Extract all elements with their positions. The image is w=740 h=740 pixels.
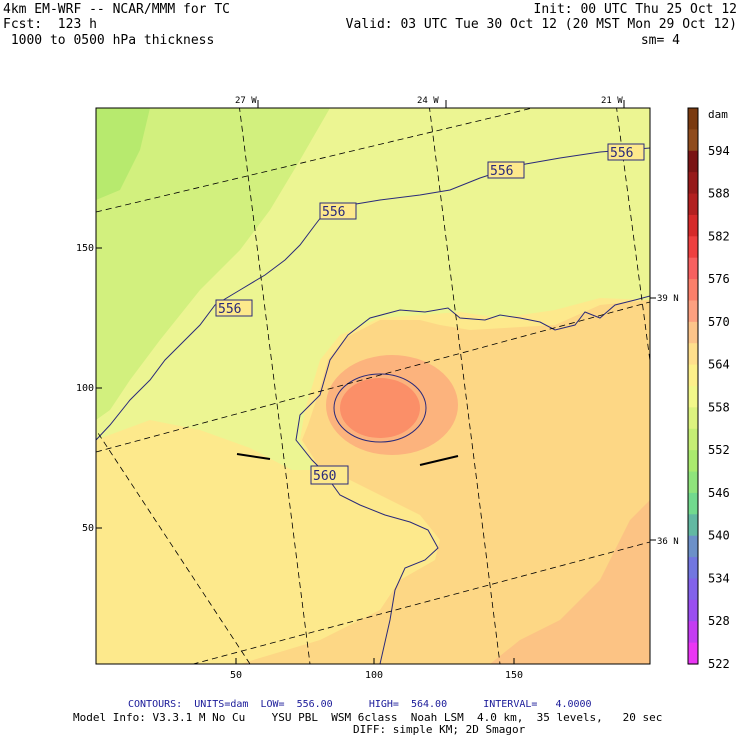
colorbar-swatch (688, 193, 698, 216)
colorbar-swatch (688, 450, 698, 473)
svg-text:556: 556 (218, 302, 241, 317)
colorbar-swatch (688, 621, 698, 644)
colorbar-swatch (688, 599, 698, 622)
colorbar-swatch (688, 364, 698, 387)
y-tick-100: 100 (76, 383, 94, 394)
colorbar-label: 534 (708, 571, 730, 585)
colorbar-swatch (688, 214, 698, 237)
colorbar-swatch (688, 407, 698, 430)
field-region-564 (490, 500, 650, 664)
colorbar-label: 588 (708, 187, 730, 201)
header-smooth: sm= 4 (640, 33, 680, 48)
x-tick-100: 100 (365, 670, 383, 681)
svg-text:556: 556 (490, 164, 513, 179)
footer-contours: CONTOURS: UNITS=dam LOW= 556.00 HIGH= 56… (128, 699, 592, 710)
colorbar-swatch (688, 279, 698, 302)
colorbar-swatch (688, 321, 698, 344)
header-field: 1000 to 0500 hPa thickness (3, 33, 215, 48)
field-region-570 (340, 378, 420, 438)
colorbar-swatch (688, 129, 698, 152)
axis-ticks (96, 100, 656, 664)
colorbar-swatch (688, 514, 698, 537)
map-frame (95, 107, 651, 665)
colorbar-swatch (688, 172, 698, 195)
colorbar-label: 570 (708, 315, 730, 329)
colorbar-swatch (688, 428, 698, 451)
contour-label-556-c: 556 (487, 161, 525, 179)
field-region-546 (96, 108, 150, 200)
lon-label-24w: 24 W (417, 96, 439, 106)
svg-text:560: 560 (313, 469, 336, 484)
wind-barbs (236, 453, 459, 466)
colorbar-swatch (688, 150, 698, 173)
svg-text:556: 556 (610, 146, 633, 161)
header-forecast: Fcst: 123 h (3, 17, 97, 32)
contour-label-556-a: 556 (215, 299, 253, 317)
map-field (96, 108, 650, 664)
svg-text:556: 556 (322, 205, 345, 220)
header-valid: Valid: 03 UTC Tue 30 Oct 12 (20 MST Mon … (345, 17, 737, 32)
colorbar-swatch (688, 492, 698, 515)
colorbar-labels: 594 588 582 576 570 564 558 552 546 540 534 528 522 (708, 144, 730, 671)
thickness-map: 27 W 24 W 21 W 39 N 36 N 150 100 50 50 1… (76, 96, 730, 681)
lon-label-27w: 27 W (235, 96, 257, 106)
contour-label-556-b: 556 (319, 202, 357, 220)
footer-model-info: Model Info: V3.3.1 M No Cu YSU PBL WSM 6… (73, 711, 663, 724)
colorbar-unit: dam (708, 108, 728, 121)
y-tick-150: 150 (76, 243, 94, 254)
contour-label-560: 560 (310, 465, 349, 485)
colorbar-swatch (688, 236, 698, 259)
lat-label-39n: 39 N (657, 294, 679, 304)
lon-label-21w: 21 W (601, 96, 623, 106)
colorbar-label: 576 (708, 272, 730, 286)
colorbar-label: 558 (708, 400, 730, 414)
colorbar-label: 564 (708, 358, 730, 372)
header-init: Init: 00 UTC Thu 25 Oct 12 (533, 2, 738, 17)
header-model: 4km EM-WRF -- NCAR/MMM for TC (3, 2, 230, 17)
colorbar-swatch (688, 557, 698, 580)
colorbar-label: 540 (708, 529, 730, 543)
colorbar-swatch (688, 386, 698, 408)
field-region-549 (96, 108, 330, 420)
colorbar-label: 546 (708, 486, 730, 500)
x-tick-150: 150 (505, 670, 523, 681)
lat-label-36n: 36 N (657, 537, 679, 547)
colorbar (687, 107, 699, 665)
colorbar-swatch (688, 642, 698, 665)
colorbar-label: 582 (708, 229, 730, 243)
colorbar-label: 594 (708, 144, 730, 158)
lat-lon-grid (96, 108, 650, 664)
colorbar-swatch (688, 471, 698, 494)
contour-564 (333, 373, 427, 443)
colorbar-label: 528 (708, 614, 730, 628)
colorbar-swatch (688, 343, 698, 366)
x-tick-50: 50 (230, 670, 242, 681)
colorbar-swatch (688, 535, 698, 558)
colorbar-label: 522 (708, 657, 730, 671)
colorbar-label: 552 (708, 443, 730, 457)
colorbar-swatch (688, 300, 698, 323)
contour-560 (295, 295, 650, 664)
colorbar-swatch (688, 257, 698, 280)
y-tick-50: 50 (82, 523, 94, 534)
colorbar-swatch (688, 108, 698, 130)
colorbar-swatch (688, 578, 698, 601)
footer-diff: DIFF: simple KM; 2D Smagor (353, 723, 526, 736)
contour-label-556-d: 556 (607, 143, 645, 161)
